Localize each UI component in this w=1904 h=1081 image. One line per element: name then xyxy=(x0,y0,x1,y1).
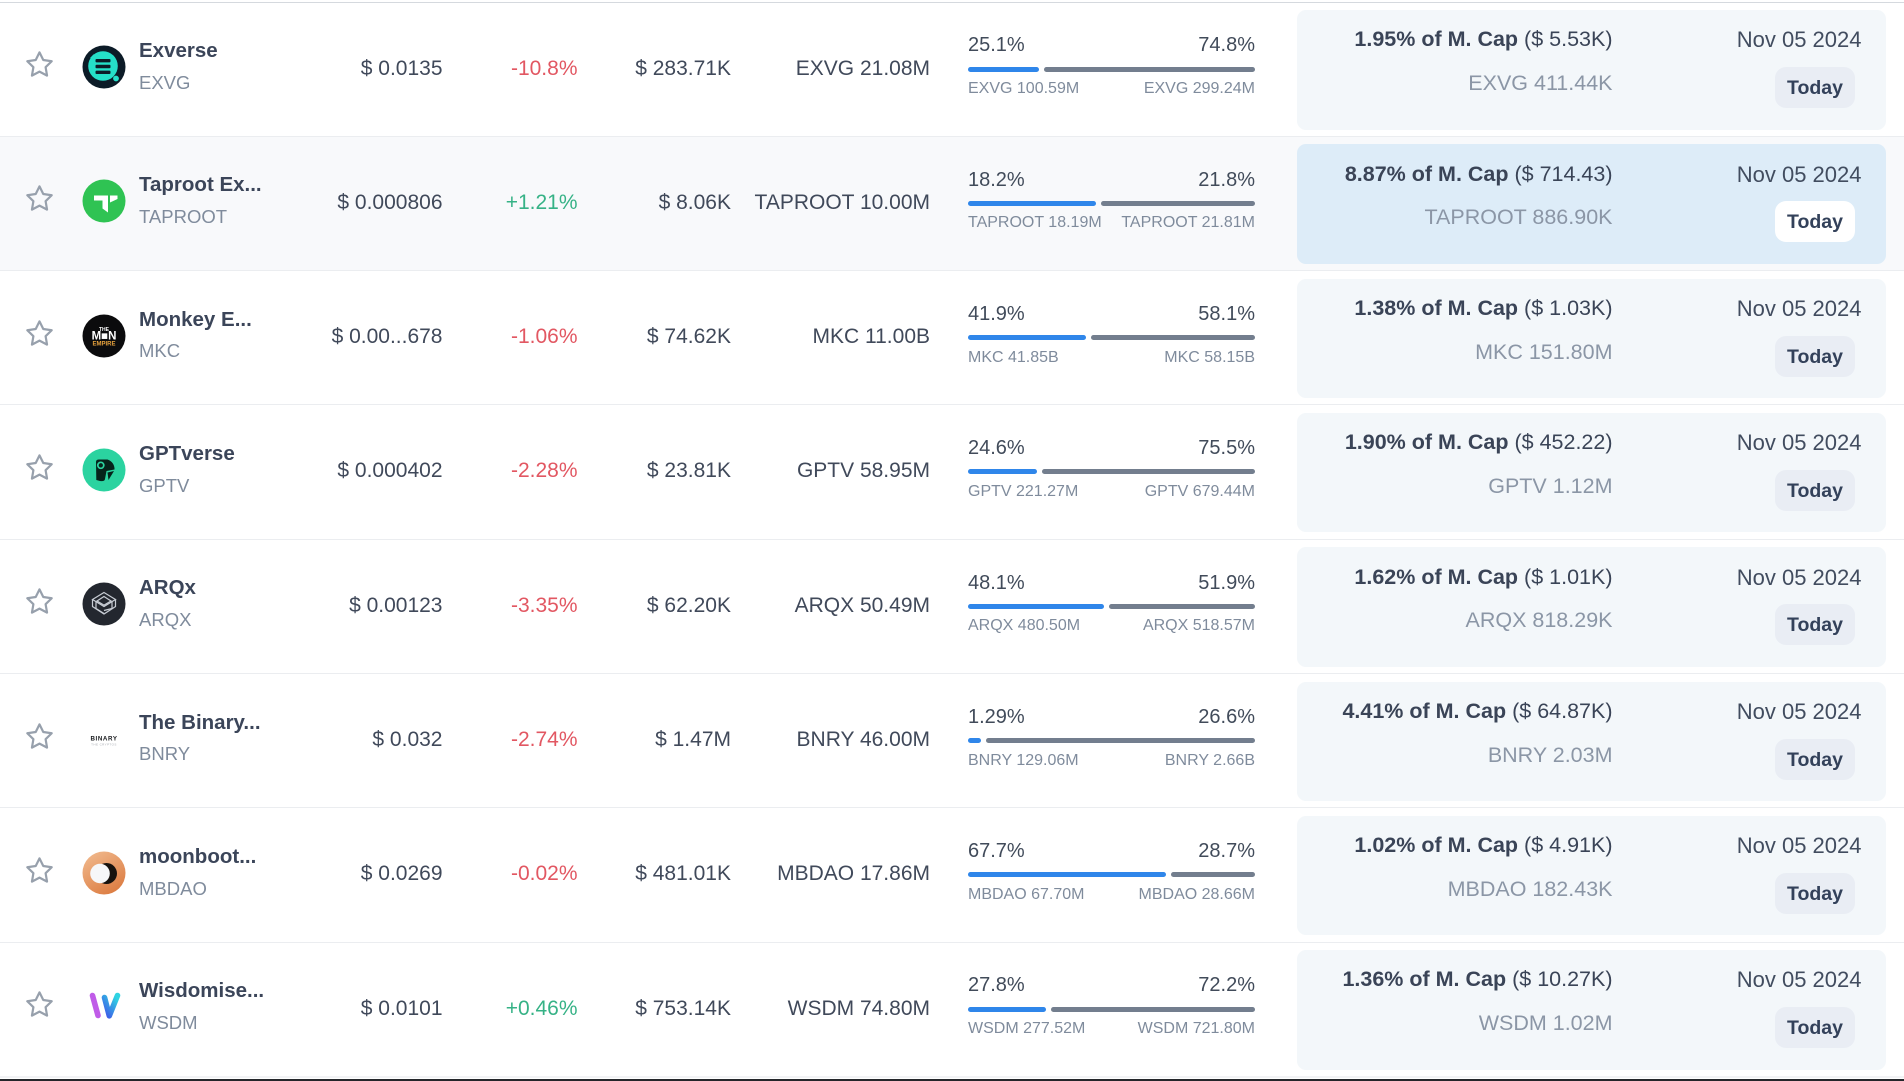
svg-text:EMPIRE: EMPIRE xyxy=(92,341,115,347)
svg-text:M■N: M■N xyxy=(92,330,117,342)
svg-text:BINARY: BINARY xyxy=(90,735,117,742)
svg-text:THE: THE xyxy=(99,327,110,333)
svg-text:THE CRYPTOS: THE CRYPTOS xyxy=(91,742,117,746)
